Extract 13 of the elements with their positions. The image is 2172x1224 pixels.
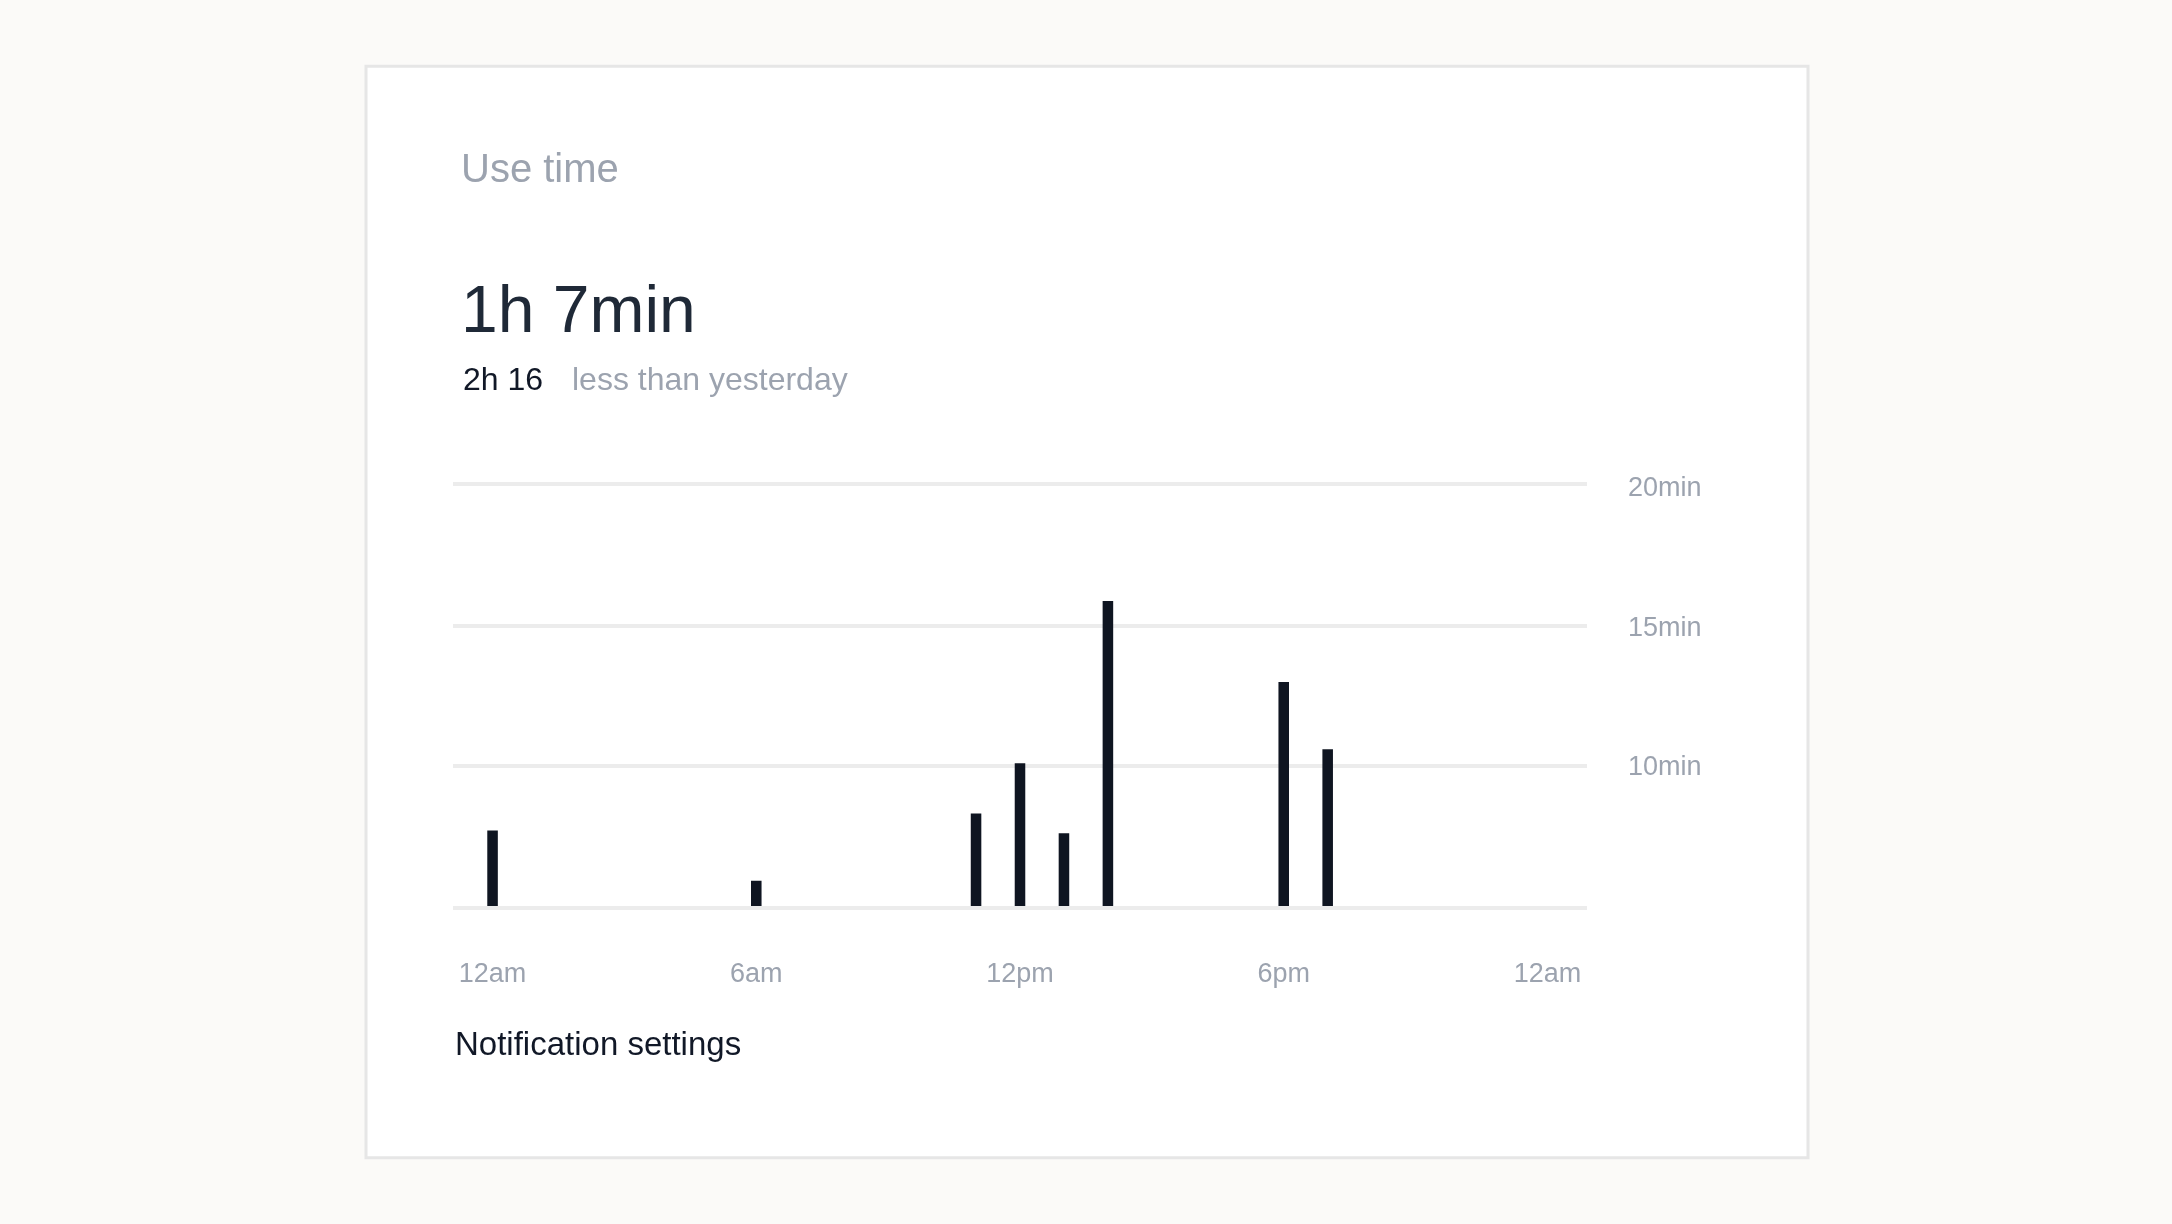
x-tick-label: 6pm	[1257, 958, 1310, 989]
y-tick-label: 10min	[1628, 751, 1702, 782]
text: less than yesterday	[572, 361, 848, 397]
y-tick-label: 15min	[1628, 611, 1702, 642]
y-tick-label: 20min	[1628, 471, 1702, 502]
x-tick-label: 12am	[1513, 958, 1582, 989]
text: 2h 16	[463, 361, 544, 397]
chart-subtitle: 1h 7min	[461, 272, 696, 346]
x-tick-label: 12am	[458, 958, 527, 989]
chart-title: Use time	[461, 146, 619, 190]
x-tick-label: 12pm	[986, 958, 1054, 989]
text: Notification settings	[455, 1025, 742, 1062]
x-tick-label: 6am	[730, 958, 783, 989]
